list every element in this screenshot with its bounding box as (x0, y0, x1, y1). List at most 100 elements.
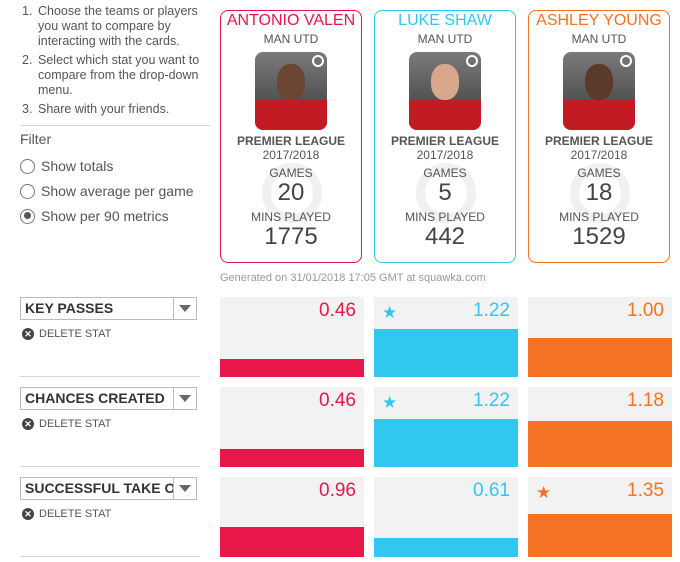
instructions-list: 1. Choose the teams or players you want t… (22, 4, 212, 121)
stat-dropdown[interactable]: SUCCESSFUL TAKE O (20, 477, 197, 500)
player-club: MAN UTD (571, 32, 627, 46)
games-value: 18 (585, 179, 613, 206)
player-photo (409, 52, 481, 130)
player-league: PREMIER LEAGUE (236, 134, 345, 148)
close-icon: ✕ (22, 418, 34, 430)
stat-bar-fill (528, 337, 672, 377)
player-club: MAN UTD (417, 32, 473, 46)
divider (20, 466, 200, 467)
player-name: ANTONIO VALEN (226, 12, 356, 29)
player-card-1[interactable]: ANTONIO VALEN MAN UTD PREMIER LEAGUE 2017/2… (220, 10, 362, 263)
stat-bar: 0.46 (220, 387, 364, 467)
stat-bar-fill (220, 526, 364, 557)
stat-value: 0.46 (319, 300, 356, 321)
filter-title: Filter (20, 131, 52, 147)
radio-label: Show per 90 metrics (41, 208, 169, 224)
generated-timestamp: Generated on 31/01/2018 17:05 GMT at squ… (220, 272, 486, 284)
star-icon: ★ (536, 483, 552, 502)
radio-show-average[interactable]: Show average per game (20, 183, 194, 199)
instruction-step-2: 2. Select which stat you want to compare … (22, 53, 200, 97)
stat-value: 1.18 (627, 390, 664, 411)
player-photo (255, 52, 327, 130)
divider (20, 125, 210, 126)
games-label: GAMES (577, 166, 621, 180)
stat-bar: 1.00 (528, 297, 672, 377)
games-value: 20 (277, 179, 305, 206)
delete-stat-button[interactable]: ✕ DELETE STAT (22, 508, 111, 520)
club-crest-icon (312, 55, 324, 67)
stat-dropdown-label: CHANCES CREATED (25, 390, 165, 406)
stat-value: 1.22 (473, 390, 510, 411)
delete-stat-label: DELETE STAT (39, 328, 112, 340)
stat-bar: 1.22 ★ (374, 297, 518, 377)
stat-bar: 0.96 (220, 477, 364, 557)
stat-value: 0.96 (319, 480, 356, 501)
stat-bar-fill (528, 513, 672, 557)
star-icon: ★ (382, 303, 398, 322)
stat-dropdown-label: KEY PASSES (25, 300, 114, 316)
stat-bar-fill (528, 420, 672, 467)
stat-value: 0.61 (473, 480, 510, 501)
stat-dropdown[interactable]: CHANCES CREATED (20, 387, 197, 410)
instruction-step-3: 3. Share with your friends. (22, 102, 170, 116)
stat-value: 0.46 (319, 390, 356, 411)
watermark-icon (262, 163, 322, 223)
player-name: ASHLEY YOUNG (536, 12, 662, 29)
stat-bar: 1.35 ★ (528, 477, 672, 557)
stat-dropdown[interactable]: KEY PASSES (20, 297, 197, 320)
stat-bar: 0.61 (374, 477, 518, 557)
club-crest-icon (620, 55, 632, 67)
stat-bar-fill (374, 419, 518, 467)
radio-show-per-90[interactable]: Show per 90 metrics (20, 208, 169, 224)
radio-label: Show average per game (41, 183, 194, 199)
delete-stat-button[interactable]: ✕ DELETE STAT (22, 328, 111, 340)
stat-bar: 0.46 (220, 297, 364, 377)
player-season: 2017/2018 (416, 148, 474, 162)
stat-bar-fill (374, 537, 518, 557)
stat-bar-fill (220, 448, 364, 467)
chevron-down-icon[interactable] (173, 478, 196, 499)
player-card-2[interactable]: LUKE SHAW MAN UTD PREMIER LEAGUE 2017/2018 G… (374, 10, 516, 263)
watermark-icon (570, 163, 630, 223)
instruction-step-1: 1. Choose the teams or players you want t… (22, 4, 198, 48)
stat-value: 1.22 (473, 300, 510, 321)
games-label: GAMES (423, 166, 467, 180)
player-club: MAN UTD (263, 32, 319, 46)
radio-label: Show totals (41, 158, 114, 174)
stat-bar-fill (374, 329, 518, 377)
divider (20, 556, 200, 557)
games-label: GAMES (269, 166, 313, 180)
mins-played-label: MINS PLAYED (405, 210, 485, 224)
player-card-3[interactable]: ASHLEY YOUNG MAN UTD PREMIER LEAGUE 2017/20… (528, 10, 670, 263)
delete-stat-label: DELETE STAT (39, 508, 112, 520)
chevron-down-icon[interactable] (173, 388, 196, 409)
radio-circle-icon (20, 208, 35, 224)
watermark-icon (416, 163, 476, 223)
stat-bar: 1.22 ★ (374, 387, 518, 467)
stat-dropdown-label: SUCCESSFUL TAKE O (25, 480, 173, 496)
player-name: LUKE SHAW (398, 12, 492, 29)
player-season: 2017/2018 (570, 148, 628, 162)
star-icon: ★ (382, 393, 398, 412)
games-value: 5 (438, 179, 452, 206)
radio-circle-icon (20, 158, 35, 174)
player-league: PREMIER LEAGUE (544, 134, 653, 148)
stat-bar: 1.18 (528, 387, 672, 467)
mins-played-label: MINS PLAYED (559, 210, 639, 224)
stat-bar-fill (220, 358, 364, 377)
mins-played-label: MINS PLAYED (251, 210, 331, 224)
mins-played-value: 1529 (572, 223, 626, 250)
player-photo (563, 52, 635, 130)
delete-stat-label: DELETE STAT (39, 418, 112, 430)
close-icon: ✕ (22, 508, 34, 520)
divider (20, 376, 200, 377)
radio-show-totals[interactable]: Show totals (20, 158, 113, 174)
mins-played-value: 1775 (264, 223, 318, 250)
stat-value: 1.35 (627, 480, 664, 501)
delete-stat-button[interactable]: ✕ DELETE STAT (22, 418, 111, 430)
close-icon: ✕ (22, 328, 34, 340)
player-league: PREMIER LEAGUE (390, 134, 499, 148)
club-crest-icon (466, 55, 478, 67)
stat-value: 1.00 (627, 300, 664, 321)
chevron-down-icon[interactable] (173, 298, 196, 319)
